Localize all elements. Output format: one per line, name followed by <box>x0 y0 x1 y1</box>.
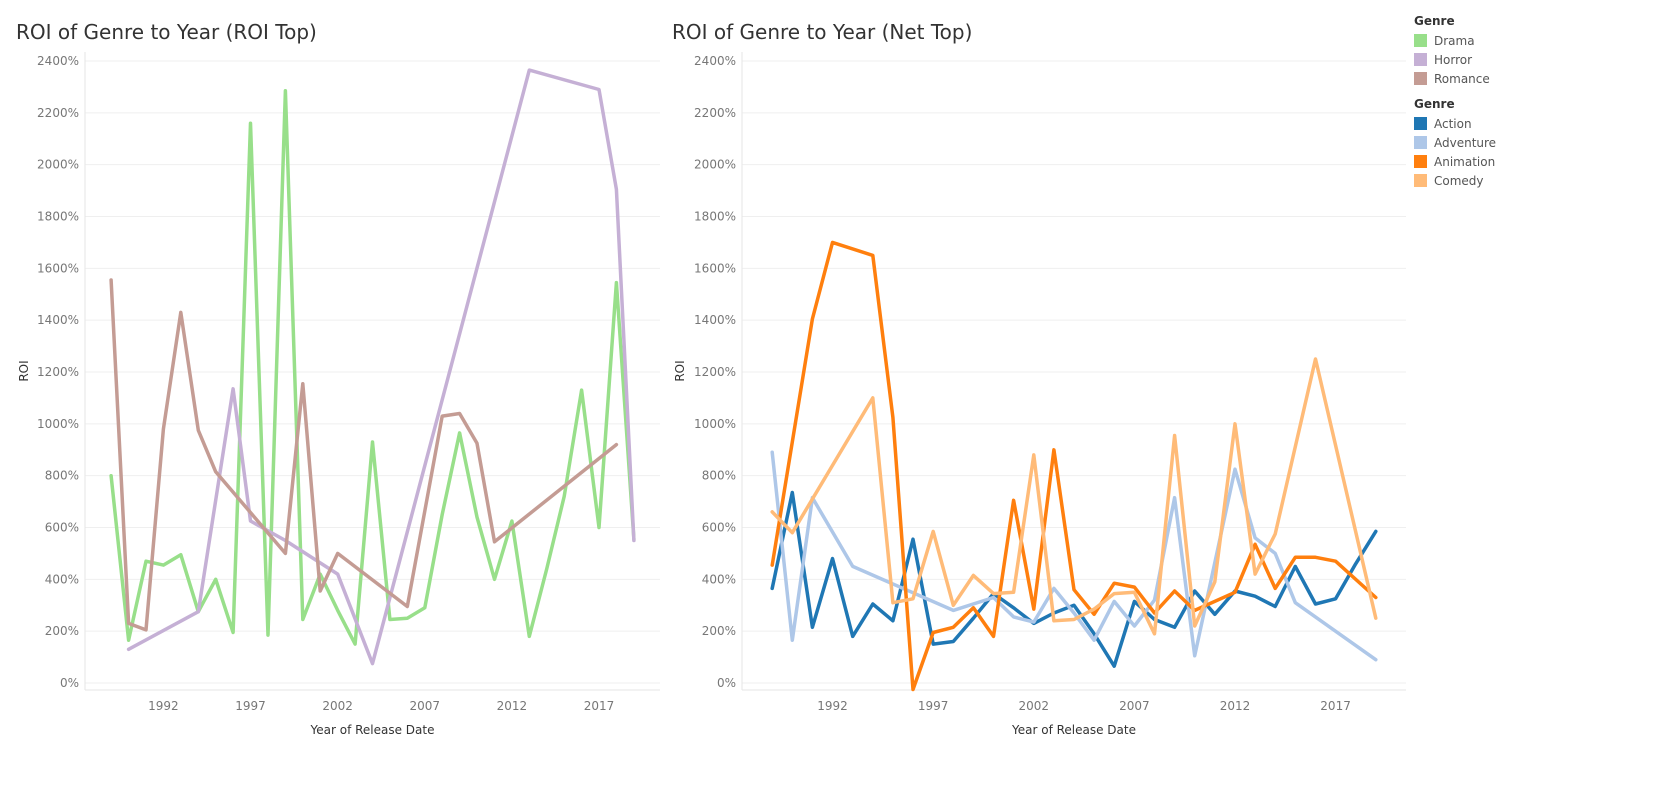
net-top-y-tick-label: 800% <box>702 469 736 483</box>
roi-top-x-tick-label: 2002 <box>322 699 353 713</box>
net-top-y-tick-label: 1800% <box>694 210 736 224</box>
legend-item-adventure[interactable]: Adventure <box>1414 133 1496 152</box>
roi-top-series-line-horror <box>126 68 636 666</box>
roi-top-x-axis-title: Year of Release Date <box>310 723 435 737</box>
net-top-y-tick-label: 2400% <box>694 54 736 68</box>
roi-top-y-tick-label: 2400% <box>37 54 79 68</box>
roi-top-y-tick-label: 600% <box>45 521 79 535</box>
net-top-y-axis-title: ROI <box>673 360 687 381</box>
net-top-y-tick-label: 2200% <box>694 106 736 120</box>
legend-title: Genre <box>1414 14 1455 28</box>
legend-label: Adventure <box>1434 135 1497 150</box>
net-top-y-tick-label: 200% <box>702 624 736 638</box>
legend-item-comedy[interactable]: Comedy <box>1414 171 1496 190</box>
roi-top-y-tick-label: 1200% <box>37 365 79 379</box>
legend-label: Comedy <box>1434 173 1484 188</box>
legend-swatch <box>1414 53 1427 66</box>
net-top-y-tick-label: 0% <box>717 676 736 690</box>
legend-title: Genre <box>1414 97 1455 111</box>
legend-swatch <box>1414 174 1427 187</box>
roi-top-y-tick-label: 0% <box>60 676 79 690</box>
roi-top-y-tick-label: 1800% <box>37 210 79 224</box>
legend-swatch <box>1414 136 1427 149</box>
legend-label: Drama <box>1434 33 1475 48</box>
net-top-series-line-animation <box>770 240 1378 692</box>
roi-top-series-line-romance <box>109 278 619 632</box>
legend-item-romance[interactable]: Romance <box>1414 69 1490 88</box>
net-top-x-tick-label: 2017 <box>1320 699 1351 713</box>
net-top-x-tick-label: 1997 <box>918 699 949 713</box>
roi-top-y-tick-label: 400% <box>45 572 79 586</box>
roi-top-y-axis-title: ROI <box>17 360 31 381</box>
net-top-y-tick-label: 1600% <box>694 261 736 275</box>
legend-net-top: Genre Action Adventure Animation Comedy <box>1414 97 1496 190</box>
net-top-x-tick-label: 2002 <box>1018 699 1049 713</box>
roi-top-y-tick-label: 2200% <box>37 106 79 120</box>
net-top-y-tick-label: 1000% <box>694 417 736 431</box>
chart-title-net-top: ROI of Genre to Year (Net Top) <box>672 20 973 44</box>
net-top-y-tick-label: 2000% <box>694 158 736 172</box>
roi-top-y-tick-label: 1000% <box>37 417 79 431</box>
roi-top-x-tick-label: 2012 <box>497 699 528 713</box>
roi-top-y-tick-label: 1400% <box>37 313 79 327</box>
net-top-series-line-action <box>770 490 1378 668</box>
net-top-y-tick-label: 1400% <box>694 313 736 327</box>
legend-item-horror[interactable]: Horror <box>1414 50 1490 69</box>
legend-swatch <box>1414 155 1427 168</box>
legend-label: Romance <box>1434 71 1490 86</box>
chart-title-roi-top: ROI of Genre to Year (ROI Top) <box>16 20 317 44</box>
roi-top-x-tick-label: 2017 <box>584 699 615 713</box>
roi-top-y-tick-label: 2000% <box>37 158 79 172</box>
legend-label: Animation <box>1434 154 1496 169</box>
roi-top-y-tick-label: 800% <box>45 469 79 483</box>
roi-top-x-tick-label: 2007 <box>409 699 440 713</box>
net-top-y-tick-label: 600% <box>702 521 736 535</box>
legend-item-animation[interactable]: Animation <box>1414 152 1496 171</box>
net-top-x-tick-label: 1992 <box>817 699 848 713</box>
legend-item-drama[interactable]: Drama <box>1414 31 1490 50</box>
net-top-x-axis-title: Year of Release Date <box>1011 723 1136 737</box>
net-top-x-tick-label: 2012 <box>1220 699 1251 713</box>
legend-swatch <box>1414 117 1427 130</box>
net-top-x-tick-label: 2007 <box>1119 699 1150 713</box>
net-top-y-tick-label: 1200% <box>694 365 736 379</box>
roi-top-x-tick-label: 1992 <box>148 699 179 713</box>
roi-top-y-tick-label: 200% <box>45 624 79 638</box>
legend-swatch <box>1414 72 1427 85</box>
legend-item-action[interactable]: Action <box>1414 114 1496 133</box>
legend-roi-top: Genre Drama Horror Romance <box>1414 14 1490 88</box>
roi-top-x-tick-label: 1997 <box>235 699 266 713</box>
roi-top-y-tick-label: 1600% <box>37 261 79 275</box>
net-top-series-line-comedy <box>770 357 1378 636</box>
legend-label: Action <box>1434 116 1472 131</box>
net-top-y-tick-label: 400% <box>702 572 736 586</box>
legend-swatch <box>1414 34 1427 47</box>
legend-label: Horror <box>1434 52 1473 67</box>
